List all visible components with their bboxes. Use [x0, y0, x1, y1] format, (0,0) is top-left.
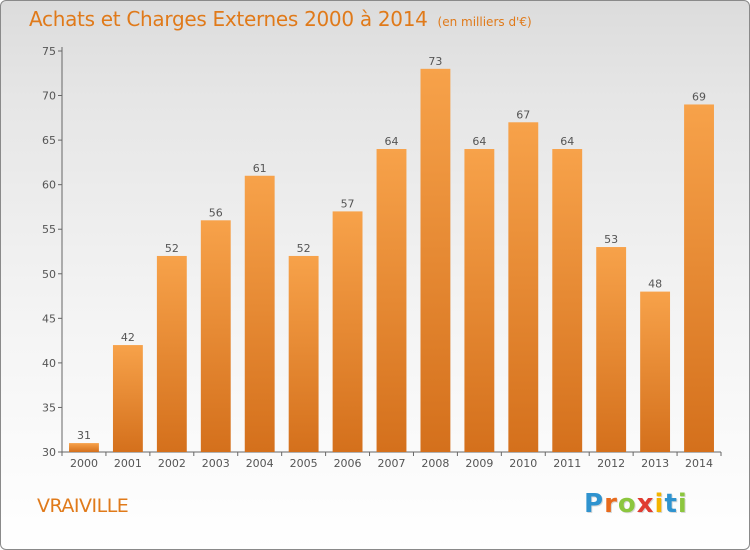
- bar-2002: [156, 255, 187, 452]
- logo-letter: P: [584, 489, 605, 519]
- y-tick-label: 70: [42, 90, 56, 103]
- bar-2006: [332, 211, 363, 452]
- y-tick-label: 75: [42, 45, 56, 58]
- y-tick-label: 65: [42, 134, 56, 147]
- y-tick-label: 40: [42, 357, 56, 370]
- data-label: 52: [165, 242, 179, 255]
- axes: 30 35 40 45 50 55 60 65 70 75 2000 2001 2002 2003 2004…: [42, 45, 722, 470]
- y-tick-label: 35: [42, 401, 56, 414]
- data-label: 31: [77, 429, 91, 442]
- y-tick-label: 45: [42, 312, 56, 325]
- x-tick-label: 2011: [553, 457, 581, 470]
- bar-2001: [112, 345, 143, 452]
- value-labels: 31 42 52 56 61 52 57 64 73 64 67 64 53 48 69: [77, 55, 706, 442]
- x-tick-label: 2000: [70, 457, 98, 470]
- bars: [69, 68, 714, 453]
- data-label: 42: [121, 331, 135, 344]
- y-tick-label: 55: [42, 223, 56, 236]
- bar-2011: [552, 149, 583, 452]
- place-name: VRAIVILLE: [37, 495, 129, 517]
- bar-2008: [420, 68, 451, 453]
- logo-letter: t: [664, 489, 678, 519]
- x-tick-label: 2002: [158, 457, 186, 470]
- bar-2003: [200, 220, 231, 452]
- x-tick-label: 2004: [246, 457, 274, 470]
- x-tick-label: 2009: [465, 457, 493, 470]
- data-label: 73: [428, 55, 442, 68]
- x-tick-label: 2001: [114, 457, 142, 470]
- y-tick-label: 60: [42, 179, 56, 192]
- data-label: 64: [560, 135, 574, 148]
- bar-2005: [288, 255, 319, 452]
- y-tick-label: 30: [42, 446, 56, 459]
- x-tick-label: 2008: [421, 457, 449, 470]
- bar-2014: [684, 104, 714, 452]
- x-tick-label: 2014: [685, 457, 713, 470]
- chart-title: Achats et Charges Externes 2000 à 2014 (e…: [29, 7, 532, 31]
- chart-subtitle: (en milliers d'€): [437, 15, 532, 29]
- logo-letter: r: [604, 489, 618, 519]
- x-tick-label: 2005: [290, 457, 318, 470]
- logo-letter: i: [654, 489, 665, 519]
- chart-title-text: Achats et Charges Externes 2000 à 2014: [29, 7, 428, 31]
- bar-2009: [464, 149, 495, 452]
- data-label: 52: [297, 242, 311, 255]
- logo-letter: x: [636, 489, 655, 519]
- proxiti-logo: Proxiti: [584, 489, 688, 519]
- x-tick-label: 2006: [334, 457, 362, 470]
- y-tick-label: 50: [42, 268, 56, 281]
- data-label: 64: [385, 135, 399, 148]
- bar-2013: [640, 291, 671, 452]
- data-label: 61: [253, 162, 267, 175]
- logo-letter: o: [617, 489, 637, 519]
- logo-letter: i: [677, 489, 688, 519]
- data-label: 69: [692, 90, 706, 103]
- data-label: 53: [604, 233, 618, 246]
- bar-2010: [508, 122, 539, 453]
- bar-2004: [244, 175, 275, 452]
- x-tick-label: 2003: [202, 457, 230, 470]
- data-label: 67: [516, 108, 530, 121]
- data-label: 56: [209, 206, 223, 219]
- data-label: 48: [648, 278, 662, 291]
- x-tick-label: 2012: [597, 457, 625, 470]
- bar-2012: [596, 247, 627, 452]
- bar-2000: [69, 443, 99, 452]
- x-tick-label: 2013: [641, 457, 669, 470]
- data-label: 64: [472, 135, 486, 148]
- x-tick-label: 2010: [509, 457, 537, 470]
- x-tick-label: 2007: [378, 457, 406, 470]
- data-label: 57: [341, 197, 355, 210]
- bar-2007: [376, 149, 407, 452]
